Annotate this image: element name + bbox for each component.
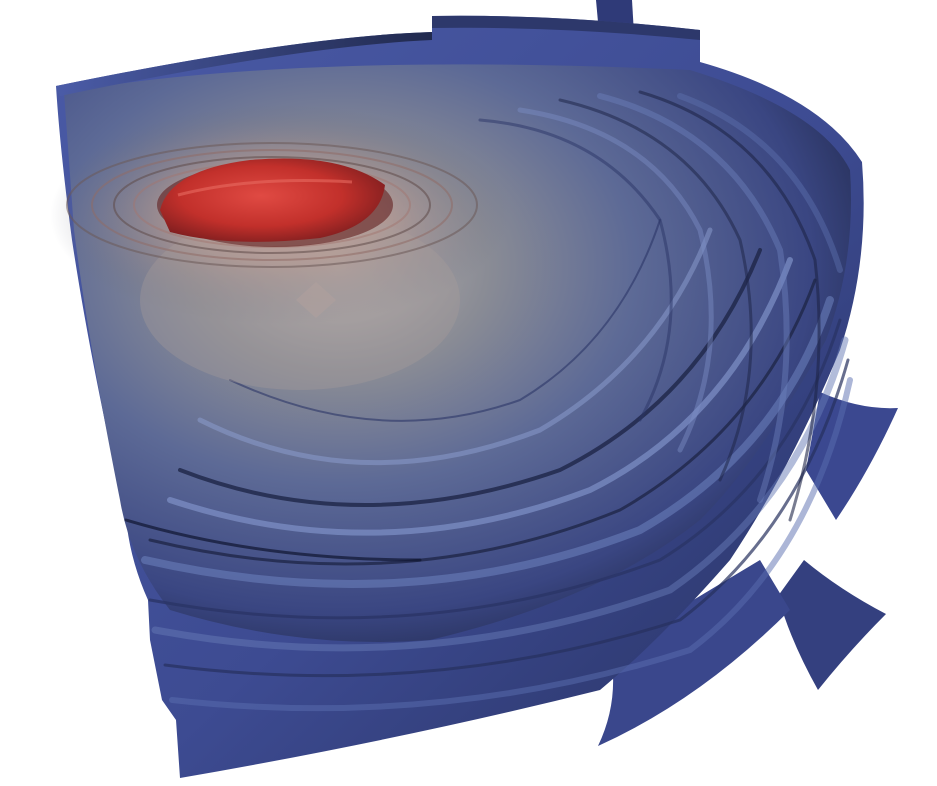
shell-bands — [124, 90, 853, 712]
highlight — [296, 282, 336, 318]
top-edge — [56, 15, 700, 96]
core-rings — [66, 142, 478, 268]
red-core — [157, 158, 393, 247]
